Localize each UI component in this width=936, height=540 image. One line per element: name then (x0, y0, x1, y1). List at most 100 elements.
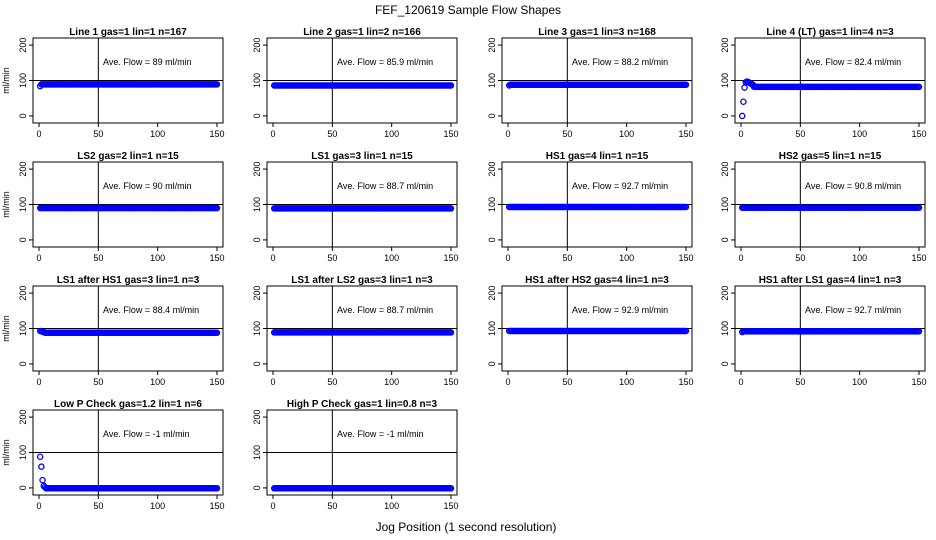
y-tick-label: 100 (18, 445, 28, 460)
y-tick-label: 100 (487, 321, 497, 336)
average-flow-label: Ave. Flow = 88.2 ml/min (572, 57, 668, 67)
x-tick-label: 0 (36, 129, 41, 139)
x-tick-label: 150 (911, 253, 926, 263)
average-flow-label: Ave. Flow = 92.7 ml/min (572, 181, 668, 191)
panel: LS1 after LS2 gas=3 lin=1 n=3 0 50 100 150 0 1… (252, 275, 459, 387)
x-tick-label: 100 (619, 253, 634, 263)
data-series (270, 329, 455, 336)
y-tick-label: 100 (720, 321, 730, 336)
panel-title: HS1 after HS2 gas=4 lin=1 n=3 (525, 275, 669, 286)
y-tick-label: 100 (252, 73, 262, 88)
x-tick-label: 0 (505, 253, 510, 263)
y-tick-label: 0 (252, 485, 262, 490)
x-tick-label: 0 (270, 377, 275, 387)
x-tick-label: 50 (795, 253, 805, 263)
data-point (213, 485, 221, 492)
y-tick-label: 100 (18, 73, 28, 88)
x-tick-label: 100 (852, 377, 867, 387)
y-axis-label: ml/min (1, 439, 11, 466)
y-tick-label: 0 (720, 237, 730, 242)
x-tick-label: 150 (209, 253, 224, 263)
data-series (270, 205, 455, 212)
x-tick-label: 50 (93, 253, 103, 263)
x-tick-label: 150 (443, 377, 458, 387)
data-point (447, 485, 455, 492)
x-tick-label: 0 (270, 129, 275, 139)
x-tick-label: 100 (150, 501, 165, 511)
x-tick-label: 50 (562, 253, 572, 263)
x-tick-label: 50 (327, 129, 337, 139)
x-tick-label: 50 (795, 129, 805, 139)
panel-title: LS1 after LS2 gas=3 lin=1 n=3 (291, 275, 433, 286)
data-series (738, 204, 923, 211)
y-tick-label: 100 (252, 321, 262, 336)
x-tick-label: 150 (209, 377, 224, 387)
panel: HS1 after LS1 gas=4 lin=1 n=3 0 50 100 150 0 1… (720, 275, 927, 387)
panel: Line 4 (LT) gas=1 lin=4 n=3 0 50 100 150 0 100… (720, 27, 927, 139)
y-tick-label: 200 (487, 286, 497, 301)
y-tick-label: 0 (18, 113, 28, 118)
y-axis-label: ml/min (1, 315, 11, 342)
average-flow-label: Ave. Flow = 92.7 ml/min (805, 305, 901, 315)
x-tick-label: 100 (384, 253, 399, 263)
y-tick-label: 100 (720, 73, 730, 88)
panel-title: LS1 gas=3 lin=1 n=15 (311, 151, 413, 162)
x-tick-label: 100 (852, 129, 867, 139)
data-series (36, 204, 221, 212)
y-tick-label: 0 (18, 361, 28, 366)
average-flow-label: Ave. Flow = 88.7 ml/min (337, 305, 433, 315)
x-tick-label: 0 (738, 377, 743, 387)
x-tick-label: 100 (384, 377, 399, 387)
x-tick-label: 0 (505, 377, 510, 387)
x-tick-label: 100 (852, 253, 867, 263)
panel: LS1 gas=3 lin=1 n=15 0 50 100 150 0 100 200 Ave.… (252, 151, 459, 263)
data-series (505, 327, 690, 335)
x-tick-label: 150 (209, 129, 224, 139)
y-tick-label: 200 (18, 162, 28, 177)
panel: Line 3 gas=1 lin=3 n=168 0 50 100 150 0 100 200… (487, 27, 694, 139)
x-tick-label: 100 (619, 129, 634, 139)
panel-title: Line 3 gas=1 lin=3 n=168 (538, 27, 656, 38)
x-tick-label: 50 (562, 129, 572, 139)
average-flow-label: Ave. Flow = 89 ml/min (103, 57, 192, 67)
y-tick-label: 100 (487, 73, 497, 88)
panel-title: High P Check gas=1 lin=0.8 n=3 (287, 399, 438, 410)
data-point (447, 205, 455, 212)
x-tick-label: 150 (678, 129, 693, 139)
y-tick-label: 200 (487, 38, 497, 53)
x-tick-label: 0 (270, 253, 275, 263)
y-tick-label: 200 (720, 38, 730, 53)
data-point (213, 81, 221, 88)
panels-grid: Line 1 gas=1 lin=1 n=167 0 50 100 150 0 100 200… (1, 27, 927, 511)
x-tick-label: 0 (36, 377, 41, 387)
y-tick-label: 200 (252, 286, 262, 301)
x-tick-label: 150 (443, 501, 458, 511)
panel: LS2 gas=2 lin=1 n=15 0 50 100 150 0 100 200 ml/m… (1, 151, 225, 263)
data-point (447, 329, 455, 336)
data-series (738, 328, 923, 336)
y-tick-label: 0 (252, 113, 262, 118)
panel: HS2 gas=5 lin=1 n=15 0 50 100 150 0 100 200 Ave.… (720, 151, 927, 263)
x-tick-label: 0 (738, 129, 743, 139)
y-tick-label: 0 (487, 361, 497, 366)
y-tick-label: 200 (18, 38, 28, 53)
panel-title: Line 4 (LT) gas=1 lin=4 n=3 (766, 27, 894, 38)
x-tick-label: 0 (270, 501, 275, 511)
y-tick-label: 200 (252, 38, 262, 53)
data-point (682, 203, 690, 211)
data-series (270, 82, 455, 89)
x-tick-label: 150 (911, 377, 926, 387)
average-flow-label: Ave. Flow = -1 ml/min (103, 429, 190, 439)
data-point (682, 81, 690, 89)
panel-title: Line 1 gas=1 lin=1 n=167 (69, 27, 187, 38)
y-tick-label: 200 (18, 286, 28, 301)
average-flow-label: Ave. Flow = -1 ml/min (337, 429, 424, 439)
y-tick-label: 200 (252, 162, 262, 177)
x-tick-label: 100 (619, 377, 634, 387)
y-tick-label: 0 (252, 361, 262, 366)
figure-title: FEF_120619 Sample Flow Shapes (375, 3, 561, 17)
data-point (915, 328, 923, 335)
x-tick-label: 50 (327, 377, 337, 387)
x-tick-label: 150 (678, 253, 693, 263)
y-tick-label: 100 (720, 197, 730, 212)
